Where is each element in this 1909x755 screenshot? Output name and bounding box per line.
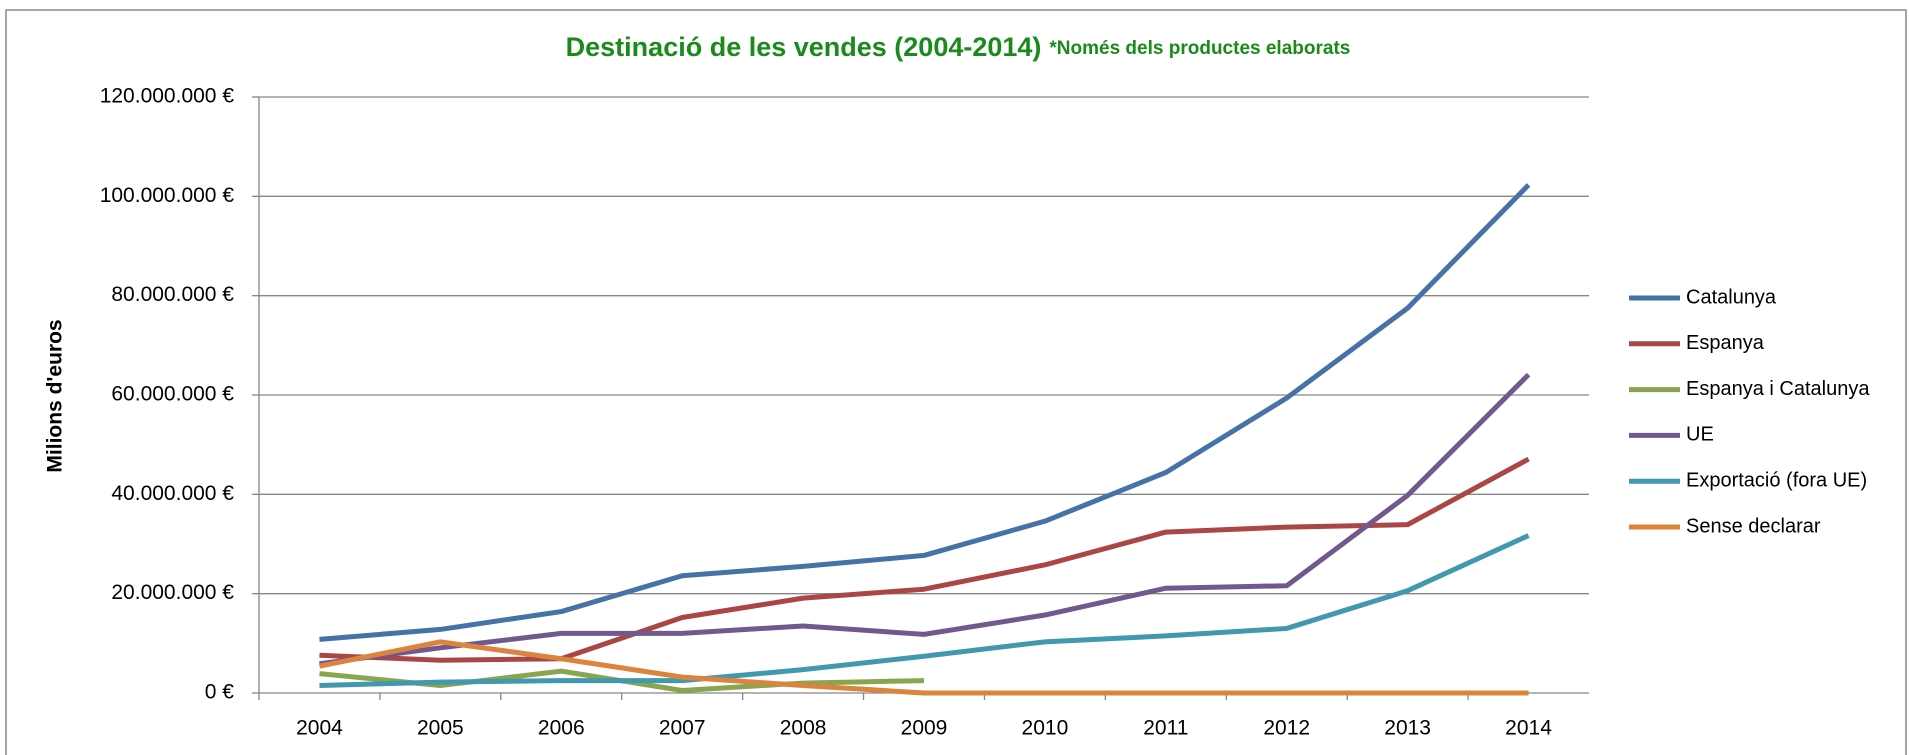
x-tick-label: 2010 xyxy=(1022,717,1069,740)
legend-label: Exportació (fora UE) xyxy=(1686,469,1867,491)
legend-label: Espanya i Catalunya xyxy=(1686,378,1870,400)
x-tick-label: 2007 xyxy=(659,717,706,740)
series-line xyxy=(319,183,1531,642)
y-tick-label: 20.000.000 € xyxy=(111,581,234,604)
x-tick-label: 2009 xyxy=(901,717,948,740)
x-tick-label: 2011 xyxy=(1143,717,1188,740)
chart-subtitle: *Només dels productes elaborats xyxy=(1049,38,1350,59)
chart-title: Destinació de les vendes (2004-2014) xyxy=(566,32,1042,62)
y-tick-label: 80.000.000 € xyxy=(111,283,234,306)
y-tick-label: 60.000.000 € xyxy=(111,383,234,406)
x-tick-label: 2008 xyxy=(780,717,827,740)
y-tick-label: 0 € xyxy=(205,681,235,704)
y-tick-label: 120.000.000 € xyxy=(100,85,235,108)
chart-frame xyxy=(5,9,1907,755)
y-tick-label: 100.000.000 € xyxy=(100,184,235,207)
legend-label: Catalunya xyxy=(1686,286,1777,308)
legend-label: Sense declarar xyxy=(1686,515,1821,537)
x-tick-label: 2014 xyxy=(1505,717,1552,740)
series-line xyxy=(318,639,1529,696)
x-tick-label: 2006 xyxy=(538,717,585,740)
series-line xyxy=(319,533,1530,689)
x-tick-label: 2004 xyxy=(296,717,343,740)
x-tick-label: 2012 xyxy=(1263,717,1310,740)
legend-label: UE xyxy=(1686,424,1714,446)
y-axis-label: Milions d'euros xyxy=(44,319,67,472)
y-tick-label: 40.000.000 € xyxy=(111,482,234,505)
legend-label: Espanya xyxy=(1686,332,1765,354)
series-line xyxy=(319,372,1531,667)
series-line xyxy=(319,456,1530,663)
x-tick-label: 2005 xyxy=(417,717,464,740)
chart-title-group: Destinació de les vendes (2004-2014) *Nom… xyxy=(566,32,1351,62)
x-tick-label: 2013 xyxy=(1384,717,1431,740)
